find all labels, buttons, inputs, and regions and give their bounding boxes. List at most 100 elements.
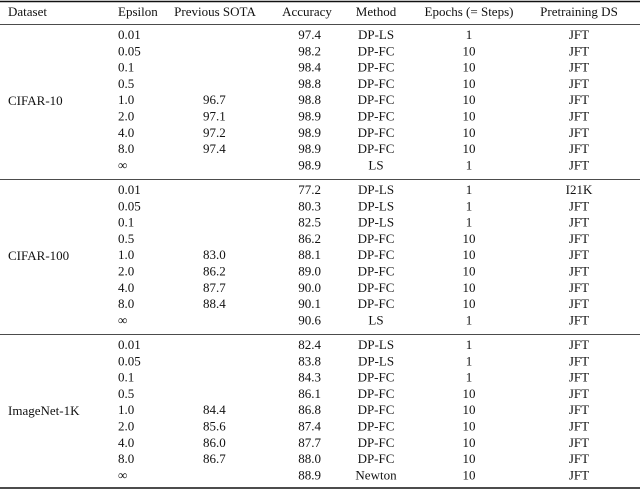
method-cell: DP-FC xyxy=(358,76,395,91)
method-cell: DP-LS xyxy=(358,198,394,213)
epochs-cell: 10 xyxy=(463,247,476,262)
header-cell: Dataset xyxy=(8,4,47,19)
epsilon-cell: ∞ xyxy=(118,157,127,172)
epsilon-cell: ∞ xyxy=(118,312,127,327)
method-cell: DP-FC xyxy=(358,435,395,450)
epsilon-cell: 0.1 xyxy=(118,370,134,385)
header-cell: Method xyxy=(356,4,397,19)
epochs-cell: 10 xyxy=(463,92,476,107)
pretraining-ds-cell: JFT xyxy=(569,386,589,401)
accuracy-cell: 87.4 xyxy=(298,418,321,433)
method-cell: LS xyxy=(368,157,383,172)
epsilon-cell: 1.0 xyxy=(118,92,134,107)
method-cell: DP-FC xyxy=(358,141,395,156)
epsilon-cell: 0.5 xyxy=(118,386,134,401)
pretraining-ds-cell: JFT xyxy=(569,215,589,230)
epsilon-cell: 0.05 xyxy=(118,353,141,368)
method-cell: DP-FC xyxy=(358,296,395,311)
epochs-cell: 10 xyxy=(463,418,476,433)
epsilon-cell: 0.5 xyxy=(118,231,134,246)
pretraining-ds-cell: JFT xyxy=(569,92,589,107)
epochs-cell: 10 xyxy=(463,451,476,466)
epochs-cell: 1 xyxy=(466,215,473,230)
accuracy-cell: 82.5 xyxy=(298,215,321,230)
accuracy-cell: 87.7 xyxy=(298,435,321,450)
epsilon-cell: 0.1 xyxy=(118,60,134,75)
epsilon-cell: 0.05 xyxy=(118,43,141,58)
method-cell: DP-FC xyxy=(358,247,395,262)
pretraining-ds-cell: JFT xyxy=(569,296,589,311)
header-cell: Previous SOTA xyxy=(174,4,256,19)
epochs-cell: 10 xyxy=(463,43,476,58)
epsilon-cell: 2.0 xyxy=(118,263,134,278)
epochs-cell: 10 xyxy=(463,60,476,75)
accuracy-cell: 89.0 xyxy=(298,263,321,278)
accuracy-cell: 88.9 xyxy=(298,467,321,482)
epsilon-cell: ∞ xyxy=(118,467,127,482)
epsilon-cell: 1.0 xyxy=(118,402,134,417)
pretraining-ds-cell: JFT xyxy=(569,451,589,466)
pretraining-ds-cell: JFT xyxy=(569,402,589,417)
pretraining-ds-cell: JFT xyxy=(569,157,589,172)
method-cell: DP-FC xyxy=(358,451,395,466)
previous-sota-cell: 85.6 xyxy=(203,418,226,433)
pretraining-ds-cell: JFT xyxy=(569,435,589,450)
accuracy-cell: 90.6 xyxy=(298,312,321,327)
previous-sota-cell: 86.0 xyxy=(203,435,226,450)
accuracy-cell: 86.1 xyxy=(298,386,321,401)
method-cell: DP-LS xyxy=(358,27,394,42)
accuracy-cell: 80.3 xyxy=(298,198,321,213)
epsilon-cell: 4.0 xyxy=(118,435,134,450)
epsilon-cell: 8.0 xyxy=(118,296,134,311)
pretraining-ds-cell: I21K xyxy=(566,182,593,197)
pretraining-ds-cell: JFT xyxy=(569,312,589,327)
method-cell: DP-FC xyxy=(358,60,395,75)
method-cell: DP-LS xyxy=(358,182,394,197)
epsilon-cell: 8.0 xyxy=(118,141,134,156)
epsilon-cell: 0.01 xyxy=(118,182,141,197)
epochs-cell: 1 xyxy=(466,27,473,42)
epsilon-cell: 0.5 xyxy=(118,76,134,91)
pretraining-ds-cell: JFT xyxy=(569,467,589,482)
pretraining-ds-cell: JFT xyxy=(569,247,589,262)
epochs-cell: 10 xyxy=(463,125,476,140)
method-cell: DP-FC xyxy=(358,370,395,385)
accuracy-cell: 98.4 xyxy=(298,60,321,75)
epsilon-cell: 0.01 xyxy=(118,27,141,42)
method-cell: DP-LS xyxy=(358,215,394,230)
method-cell: DP-LS xyxy=(358,353,394,368)
previous-sota-cell: 97.1 xyxy=(203,108,226,123)
method-cell: Newton xyxy=(355,467,397,482)
method-cell: DP-FC xyxy=(358,280,395,295)
epsilon-cell: 4.0 xyxy=(118,280,134,295)
previous-sota-cell: 83.0 xyxy=(203,247,226,262)
epochs-cell: 1 xyxy=(466,182,473,197)
pretraining-ds-cell: JFT xyxy=(569,76,589,91)
method-cell: DP-FC xyxy=(358,386,395,401)
pretraining-ds-cell: JFT xyxy=(569,108,589,123)
accuracy-cell: 98.8 xyxy=(298,92,321,107)
previous-sota-cell: 97.2 xyxy=(203,125,226,140)
accuracy-cell: 98.9 xyxy=(298,141,321,156)
epochs-cell: 10 xyxy=(463,263,476,278)
accuracy-cell: 77.2 xyxy=(298,182,321,197)
epochs-cell: 1 xyxy=(466,157,473,172)
accuracy-cell: 88.1 xyxy=(298,247,321,262)
accuracy-cell: 98.8 xyxy=(298,76,321,91)
epsilon-cell: 0.05 xyxy=(118,198,141,213)
pretraining-ds-cell: JFT xyxy=(569,141,589,156)
pretraining-ds-cell: JFT xyxy=(569,43,589,58)
epochs-cell: 10 xyxy=(463,280,476,295)
epsilon-cell: 8.0 xyxy=(118,451,134,466)
pretraining-ds-cell: JFT xyxy=(569,353,589,368)
header-cell: Epsilon xyxy=(118,4,158,19)
accuracy-cell: 83.8 xyxy=(298,353,321,368)
dataset-label: CIFAR-10 xyxy=(8,93,63,108)
epochs-cell: 10 xyxy=(463,296,476,311)
header-cell: Epochs (= Steps) xyxy=(425,4,514,19)
epochs-cell: 1 xyxy=(466,353,473,368)
epochs-cell: 1 xyxy=(466,312,473,327)
accuracy-cell: 90.1 xyxy=(298,296,321,311)
